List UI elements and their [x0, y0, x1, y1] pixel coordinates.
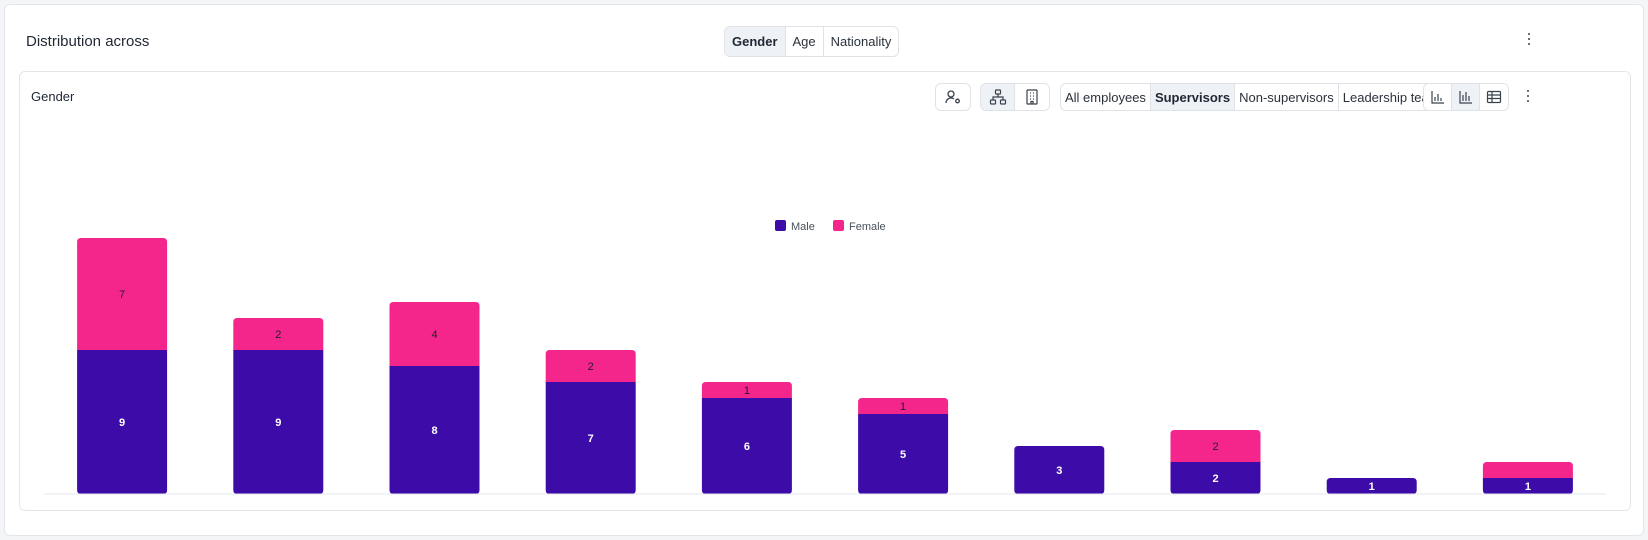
bar-label-female-7: 2 — [1212, 441, 1218, 453]
bar-label-female-1: 2 — [275, 329, 281, 341]
bar-label-male-6: 3 — [1056, 465, 1062, 477]
building-icon[interactable] — [1015, 84, 1049, 110]
legend-label-male: Male — [791, 221, 815, 233]
bar-male-1 — [233, 350, 324, 494]
bar-male-5 — [858, 414, 949, 494]
bar-female-0 — [77, 238, 168, 350]
tab-age[interactable]: Age — [786, 27, 824, 56]
bar-label-male-9: 1 — [1525, 481, 1531, 493]
tab-gender[interactable]: Gender — [725, 27, 786, 56]
bar-female-1 — [233, 318, 324, 350]
table-icon[interactable] — [1480, 84, 1508, 110]
bar-label-female-3: 2 — [588, 361, 594, 373]
bar-label-male-4: 6 — [744, 441, 750, 453]
bar-label-male-0: 9 — [119, 417, 125, 429]
section-title: Distribution across — [26, 33, 150, 50]
user-settings-icon[interactable] — [935, 83, 971, 111]
bar-female-3 — [545, 350, 636, 382]
filter-non-supervisors[interactable]: Non-supervisors — [1235, 84, 1339, 110]
dimension-tabs: Gender Age Nationality — [724, 26, 900, 57]
panel-title: Gender — [31, 89, 75, 104]
bar-male-4 — [701, 398, 792, 494]
gender-panel: Gender — [19, 71, 1631, 511]
org-chart-icon[interactable] — [981, 84, 1015, 110]
bar-label-female-2: 4 — [431, 329, 437, 341]
bar-male-6 — [1014, 446, 1105, 494]
bar-male-9 — [1482, 478, 1573, 494]
bar-label-male-1: 9 — [275, 417, 281, 429]
bar-label-male-2: 8 — [431, 425, 437, 437]
bar-label-male-7: 2 — [1212, 473, 1218, 485]
filter-leadership-team[interactable]: Leadership team — [1342, 89, 1440, 105]
bar-male-8 — [1326, 478, 1417, 494]
bar-label-male-5: 5 — [900, 449, 906, 461]
chart-type-toggle — [1423, 83, 1509, 111]
bar-label-female-4: 1 — [744, 385, 750, 397]
bar-chart-icon[interactable] — [1424, 84, 1452, 110]
bar-male-7 — [1170, 462, 1261, 494]
bar-female-9 — [1482, 462, 1573, 478]
filter-all-employees[interactable]: All employees — [1061, 84, 1151, 110]
bar-female-4 — [701, 382, 792, 398]
legend-swatch-female — [833, 220, 844, 231]
legend: Male Female — [775, 220, 886, 233]
grouping-toggle — [980, 83, 1050, 111]
bar-female-7 — [1170, 430, 1261, 462]
legend-swatch-male — [775, 220, 786, 231]
bar-label-female-0: 7 — [119, 289, 125, 301]
tab-nationality[interactable]: Nationality — [830, 34, 892, 49]
bar-label-male-8: 1 — [1369, 481, 1375, 493]
bar-female-5 — [858, 398, 949, 414]
bar-male-3 — [545, 382, 636, 494]
panel-more-vertical-icon[interactable] — [1520, 86, 1536, 106]
bar-label-female-5: 1 — [900, 401, 906, 413]
more-vertical-icon[interactable] — [1521, 29, 1537, 49]
bar-male-0 — [77, 350, 168, 494]
bar-female-2 — [389, 302, 480, 366]
population-filter: All employees Supervisors Non-supervisor… — [1060, 83, 1445, 111]
bar-male-2 — [389, 366, 480, 494]
bars: 9 7 9 2 8 4 7 2 6 1 5 1 3 2 2 1 1 — [77, 238, 1573, 494]
distribution-card: Distribution across Gender Age Nationali… — [4, 4, 1644, 536]
bar-label-male-3: 7 — [588, 433, 594, 445]
legend-label-female: Female — [849, 221, 886, 233]
filter-supervisors[interactable]: Supervisors — [1150, 84, 1236, 110]
stacked-bar-chart-icon[interactable] — [1452, 84, 1480, 110]
